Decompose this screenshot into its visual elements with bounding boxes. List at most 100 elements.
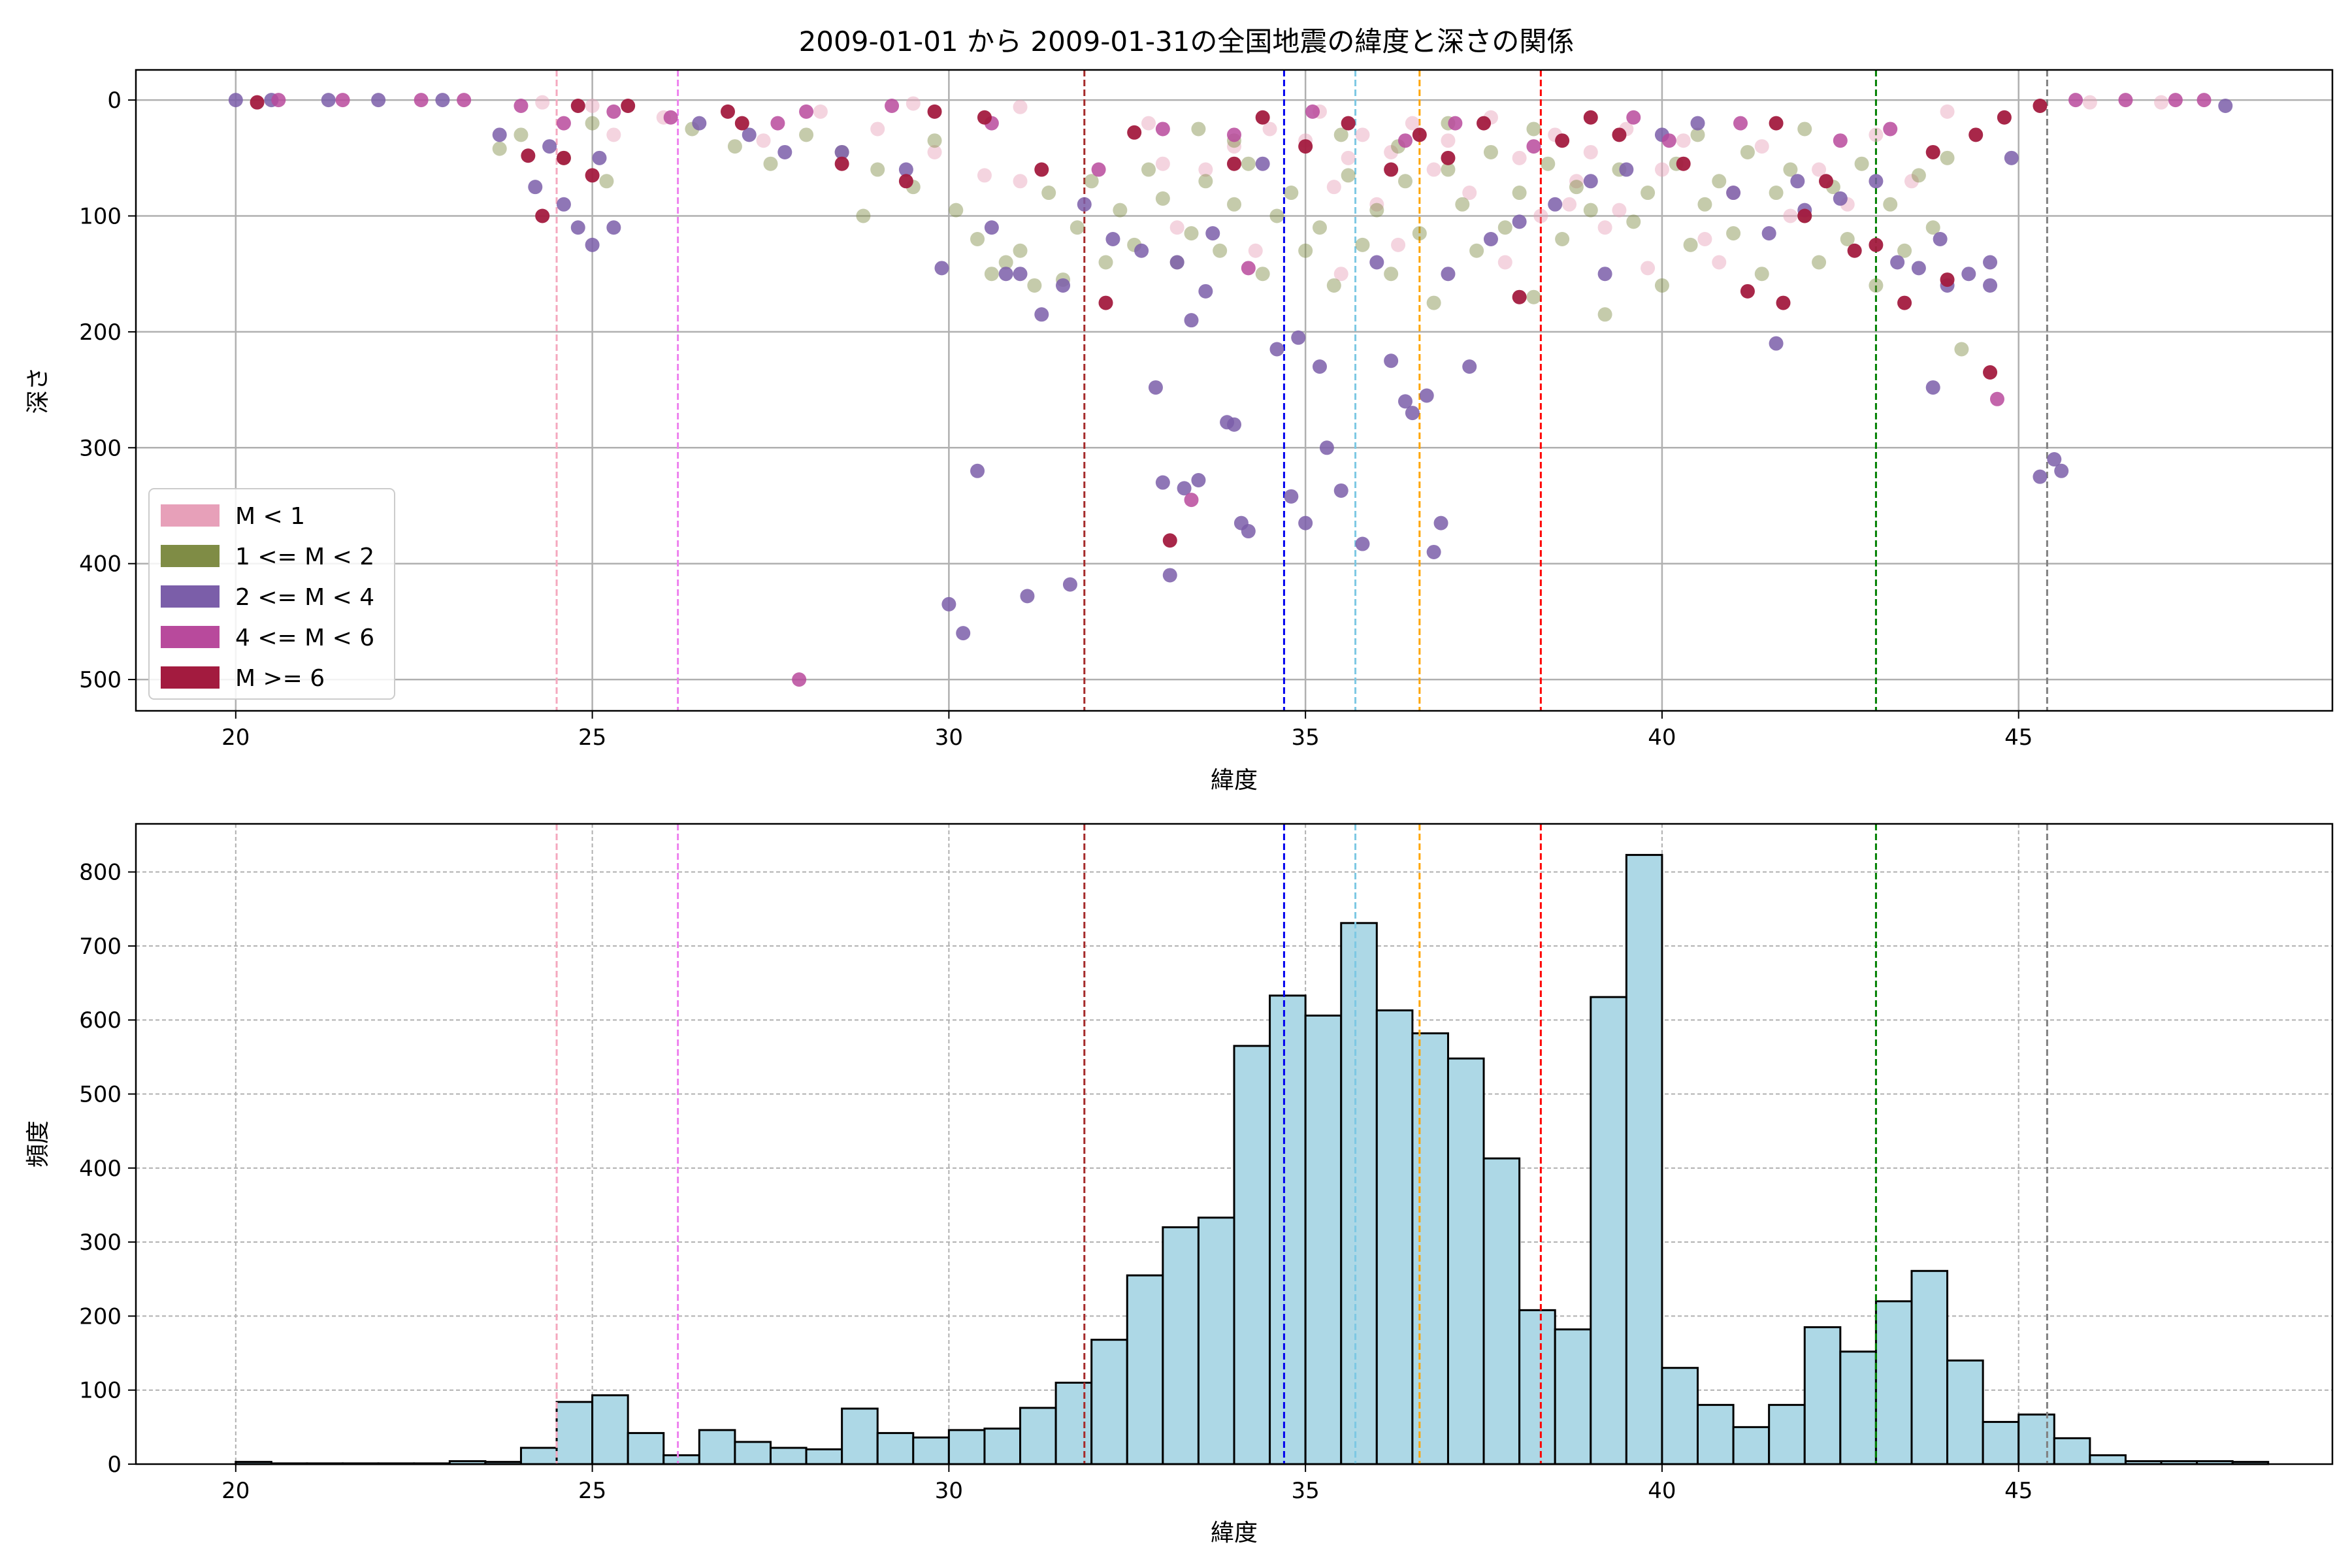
scatter-point [1925, 144, 1940, 159]
scatter-point [1712, 255, 1727, 270]
scatter-point [1162, 533, 1177, 548]
scatter-point [1569, 174, 1584, 189]
scatter-point [1013, 267, 1028, 282]
histogram-bar [2017, 1413, 2055, 1465]
scatter-point [1298, 139, 1313, 154]
legend-swatch [161, 666, 220, 689]
histogram-bar [662, 1454, 700, 1465]
scatter-point [1619, 162, 1634, 177]
scatter-point [414, 93, 429, 108]
scatter-point [1597, 307, 1612, 322]
scatter-point [1169, 255, 1184, 270]
histogram-y-tick-label: 200 [79, 1303, 122, 1330]
scatter-point [1384, 353, 1399, 368]
scatter-point [1077, 197, 1092, 212]
histogram-frame [135, 823, 2334, 1465]
scatter-point [1155, 191, 1170, 206]
scatter-point [720, 104, 735, 119]
scatter-point [556, 150, 571, 165]
scatter-point [1654, 162, 1669, 177]
scatter-point [1583, 144, 1598, 159]
scatter-point [1690, 116, 1705, 131]
scatter-point [1105, 231, 1120, 246]
scatter-point [585, 168, 600, 183]
histogram-bar [1732, 1426, 1771, 1465]
scatter-point [1854, 156, 1869, 171]
scatter-point [1184, 313, 1199, 328]
scatter-point [734, 116, 749, 131]
scatter-point [1583, 174, 1598, 189]
scatter-point [1833, 133, 1848, 148]
scatter-point [2082, 95, 2097, 110]
scatter-point [1989, 391, 2004, 406]
scatter-point [1526, 139, 1541, 154]
scatter-point [1198, 174, 1213, 189]
scatter-point [606, 220, 621, 235]
scatter-point [1683, 237, 1698, 252]
scatter-point [1169, 220, 1184, 235]
legend-label: 1 <= M < 2 [235, 544, 374, 570]
histogram-bar [2089, 1454, 2127, 1465]
scatter-point [1205, 226, 1220, 241]
scatter-point [1818, 174, 1833, 189]
scatter-point [1562, 197, 1577, 212]
scatter-point [1013, 243, 1028, 258]
legend: M < 1 1 <= M < 2 2 <= M < 4 4 <= M < 6 M >= … [148, 488, 395, 700]
histogram-bar [876, 1431, 915, 1465]
scatter-point [1034, 307, 1049, 322]
scatter-point [2033, 98, 2048, 113]
scatter-point [1155, 122, 1170, 137]
scatter-frame [135, 69, 2334, 712]
histogram-y-tick-label: 0 [107, 1452, 122, 1478]
scatter-point [1384, 144, 1399, 159]
scatter-point [1034, 162, 1049, 177]
scatter-axes: 20 25 30 35 40 45 0 100 200 300 400 500 緯度 深さ M < 1… [25, 69, 2334, 794]
scatter-point [1933, 231, 1948, 246]
scatter-point [1184, 493, 1199, 508]
histogram-y-tick-label: 500 [79, 1082, 122, 1108]
scatter-point [1961, 267, 1976, 282]
scatter-point [1548, 197, 1563, 212]
scatter-y-axis-label: 深さ [25, 367, 52, 414]
scatter-point [1241, 524, 1256, 539]
scatter-point [1740, 284, 1755, 299]
scatter-point [1284, 489, 1299, 504]
histogram-bar [1839, 1350, 1877, 1465]
scatter-point [1769, 336, 1784, 351]
scatter-point [742, 127, 757, 142]
scatter-point [1419, 388, 1434, 403]
histogram-x-tick-label: 30 [935, 1478, 963, 1504]
scatter-point [927, 144, 942, 159]
histogram-bar [1874, 1300, 1913, 1465]
scatter-point [1191, 472, 1206, 487]
scatter-point [1869, 278, 1884, 293]
scatter-point [528, 180, 543, 195]
scatter-point [856, 208, 871, 223]
scatter-point [1041, 186, 1056, 201]
scatter-point [1911, 168, 1926, 183]
scatter-point [1790, 174, 1805, 189]
scatter-point [1761, 226, 1776, 241]
histogram-y-tick-label: 600 [79, 1007, 122, 1034]
scatter-point [834, 156, 849, 171]
histogram-y-tick-label: 800 [79, 860, 122, 886]
scatter-point [1269, 342, 1284, 357]
scatter-point [927, 104, 942, 119]
scatter-point [1783, 208, 1798, 223]
scatter-point [1469, 243, 1484, 258]
histogram-bar [1946, 1359, 1984, 1465]
scatter-point [1448, 116, 1463, 131]
scatter-point [1269, 208, 1284, 223]
histogram-bar [1625, 854, 1663, 1465]
scatter-point [1391, 237, 1406, 252]
scatter-point [1056, 278, 1071, 293]
scatter-point [2047, 452, 2062, 467]
scatter-point [1227, 197, 1241, 212]
scatter-point [1227, 156, 1241, 171]
scatter-point [585, 98, 600, 113]
scatter-point [535, 95, 550, 110]
scatter-point [1355, 127, 1370, 142]
scatter-point [1291, 330, 1306, 345]
scatter-point [870, 162, 885, 177]
scatter-point [1013, 99, 1028, 114]
